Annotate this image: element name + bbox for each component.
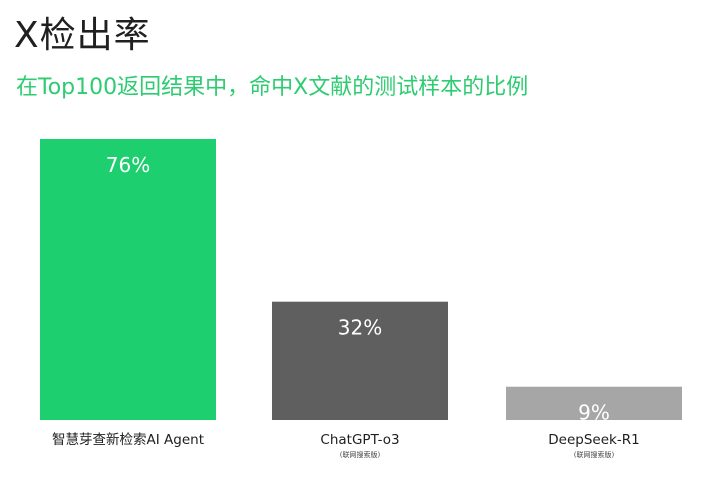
bar-2 xyxy=(272,301,448,420)
bar-value-label-3: 9% xyxy=(578,401,610,425)
category-sublabel-3: (联网搜索版) xyxy=(574,450,615,459)
category-label-2: ChatGPT-o3 xyxy=(320,432,399,448)
bar-1 xyxy=(40,139,216,420)
bar-value-label-2: 32% xyxy=(338,316,382,340)
bar-3 xyxy=(506,386,682,420)
category-label-1: 智慧芽查新检索AI Agent xyxy=(52,432,204,448)
category-label-3: DeepSeek-R1 xyxy=(548,432,639,448)
chart-subtitle: 在Top100返回结果中，命中X文献的测试样本的比例 xyxy=(16,75,529,100)
category-sublabel-2: (联网搜索版) xyxy=(340,450,381,459)
bar-value-label-1: 76% xyxy=(106,153,150,177)
chart-title: X检出率 xyxy=(14,15,151,56)
